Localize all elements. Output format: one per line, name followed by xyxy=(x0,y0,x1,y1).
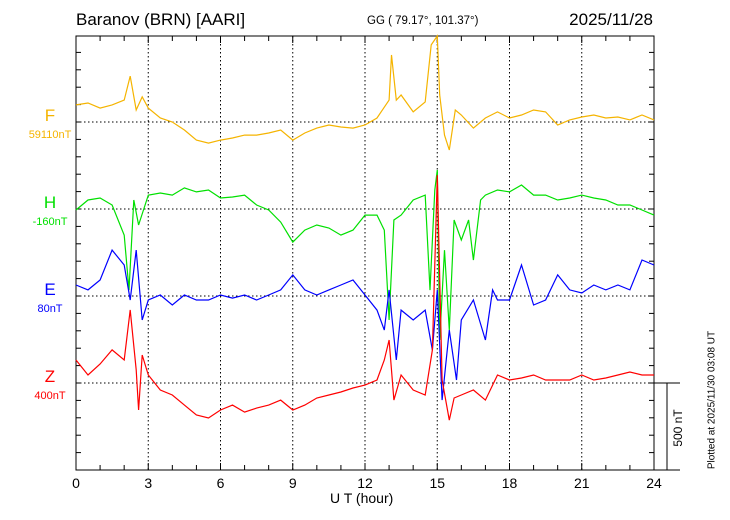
x-tick-label: 0 xyxy=(72,475,80,491)
plotted-at-footer: Plotted at 2025/11/30 03:08 UT xyxy=(706,330,718,470)
chart-subtitle: GG ( 79.17°, 101.37°) xyxy=(367,15,479,27)
series-name-E: E xyxy=(44,280,55,299)
scale-bar-label: 500 nT xyxy=(671,409,685,447)
series-line-E xyxy=(75,248,655,401)
series-line-Z xyxy=(75,175,654,421)
x-tick-label: 9 xyxy=(289,475,297,491)
x-tick-label: 24 xyxy=(646,475,662,491)
x-tick-label: 21 xyxy=(574,475,590,491)
x-tick-label: 15 xyxy=(429,475,445,491)
x-tick-label: 12 xyxy=(357,475,373,491)
series-baseline-H: -160nT xyxy=(33,216,68,228)
x-axis-label: U T (hour) xyxy=(330,490,394,506)
chart-date: 2025/11/28 xyxy=(569,10,653,29)
series-baseline-E: 80nT xyxy=(37,303,62,315)
x-tick-label: 6 xyxy=(217,475,225,491)
series-name-F: F xyxy=(45,106,55,125)
series-baseline-Z: 400nT xyxy=(34,390,65,402)
series-baseline-F: 59110nT xyxy=(29,129,72,141)
x-tick-label: 18 xyxy=(502,475,518,491)
series-line-H xyxy=(75,169,655,341)
series-name-Z: Z xyxy=(45,367,55,386)
series-name-H: H xyxy=(44,193,56,212)
chart-title: Baranov (BRN) [AARI] xyxy=(76,10,246,29)
x-tick-label: 3 xyxy=(144,475,152,491)
series-line-F xyxy=(75,34,655,151)
